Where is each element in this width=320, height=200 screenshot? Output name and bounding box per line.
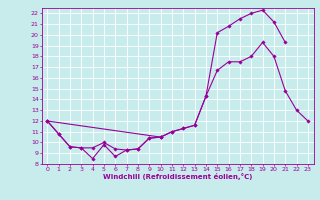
X-axis label: Windchill (Refroidissement éolien,°C): Windchill (Refroidissement éolien,°C) — [103, 173, 252, 180]
